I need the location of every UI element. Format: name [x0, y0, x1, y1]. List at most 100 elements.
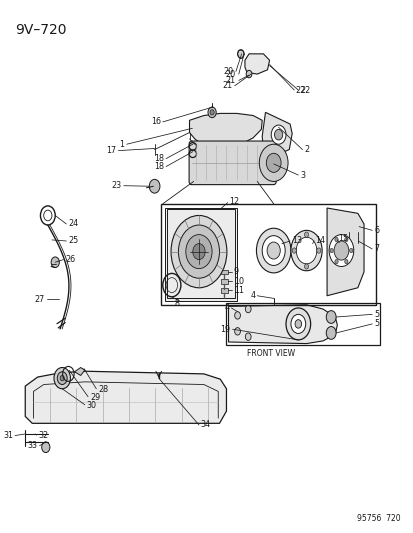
Circle shape: [334, 260, 337, 264]
Circle shape: [290, 314, 305, 334]
Circle shape: [316, 248, 320, 253]
Text: 30: 30: [87, 401, 97, 410]
Text: 33: 33: [28, 441, 38, 450]
Circle shape: [54, 368, 70, 389]
Bar: [160, 204, 375, 305]
Text: 22: 22: [295, 85, 305, 94]
Polygon shape: [347, 216, 359, 251]
Circle shape: [171, 215, 226, 288]
Bar: [221, 270, 227, 274]
Circle shape: [325, 311, 335, 324]
Bar: [221, 279, 227, 284]
Circle shape: [57, 372, 67, 384]
Text: 19: 19: [220, 325, 230, 334]
Text: 9V–720: 9V–720: [15, 23, 66, 37]
Text: 7: 7: [373, 245, 378, 254]
Circle shape: [192, 244, 204, 260]
Circle shape: [333, 241, 348, 260]
Circle shape: [259, 144, 287, 181]
Text: 24: 24: [68, 220, 78, 229]
Circle shape: [178, 225, 219, 278]
Circle shape: [328, 235, 353, 266]
Polygon shape: [244, 54, 269, 74]
Circle shape: [304, 232, 308, 237]
Bar: [221, 288, 227, 293]
Text: 18: 18: [154, 154, 164, 163]
Text: 9: 9: [233, 268, 238, 276]
Text: 4: 4: [224, 303, 229, 312]
Polygon shape: [164, 208, 236, 301]
Text: 16: 16: [150, 117, 160, 126]
Text: 20: 20: [223, 67, 233, 76]
Text: 21: 21: [222, 81, 232, 90]
Circle shape: [209, 110, 214, 115]
Circle shape: [325, 327, 335, 340]
Text: 11: 11: [233, 286, 243, 295]
Text: 8: 8: [174, 299, 179, 308]
Circle shape: [42, 442, 50, 453]
Text: 14: 14: [315, 237, 325, 246]
Text: 23: 23: [112, 181, 121, 190]
Circle shape: [261, 236, 285, 265]
Circle shape: [237, 50, 244, 58]
Circle shape: [234, 312, 240, 319]
Text: 15: 15: [338, 234, 348, 243]
Text: 34: 34: [200, 421, 210, 430]
Circle shape: [304, 264, 308, 269]
Circle shape: [344, 260, 347, 264]
Text: 27: 27: [35, 295, 45, 304]
Circle shape: [256, 228, 290, 273]
Circle shape: [246, 70, 252, 78]
Text: 22: 22: [300, 85, 310, 94]
Circle shape: [285, 308, 310, 340]
FancyBboxPatch shape: [189, 141, 275, 184]
Circle shape: [349, 248, 352, 253]
Text: FRONT VIEW: FRONT VIEW: [247, 349, 294, 358]
Text: 28: 28: [98, 385, 108, 394]
Polygon shape: [189, 114, 261, 147]
Polygon shape: [261, 112, 292, 155]
Circle shape: [51, 257, 59, 268]
Circle shape: [294, 320, 301, 328]
Text: 20: 20: [225, 70, 235, 78]
Text: 31: 31: [3, 431, 13, 440]
Circle shape: [290, 230, 321, 271]
Text: 3: 3: [300, 171, 305, 180]
Polygon shape: [326, 208, 363, 296]
Circle shape: [245, 305, 251, 313]
Polygon shape: [228, 305, 337, 344]
Text: 12: 12: [229, 197, 239, 206]
Text: 18: 18: [154, 162, 164, 171]
Text: 6: 6: [373, 226, 378, 235]
Circle shape: [292, 248, 296, 253]
Text: 29: 29: [90, 393, 100, 402]
Text: 4: 4: [250, 291, 255, 300]
Text: 13: 13: [291, 237, 301, 246]
Text: 26: 26: [65, 255, 75, 264]
Text: 32: 32: [38, 431, 48, 440]
Text: 2: 2: [304, 145, 309, 154]
Text: 21: 21: [225, 76, 235, 85]
Text: 10: 10: [233, 277, 243, 286]
Text: 17: 17: [106, 146, 116, 155]
Circle shape: [245, 333, 251, 341]
Circle shape: [274, 130, 282, 140]
Circle shape: [207, 107, 216, 118]
Circle shape: [266, 154, 280, 172]
Circle shape: [185, 235, 211, 269]
Text: 5: 5: [373, 310, 378, 319]
Circle shape: [296, 237, 316, 264]
Circle shape: [329, 248, 332, 253]
Polygon shape: [74, 368, 85, 375]
Text: 5: 5: [373, 319, 378, 328]
Text: 25: 25: [68, 237, 78, 246]
Circle shape: [149, 179, 159, 193]
Circle shape: [266, 242, 280, 259]
Bar: [226, 303, 380, 345]
Circle shape: [60, 375, 64, 381]
Circle shape: [334, 237, 337, 241]
Text: 95756  720: 95756 720: [356, 514, 400, 523]
Polygon shape: [25, 371, 226, 423]
Circle shape: [344, 237, 347, 241]
Text: 1: 1: [119, 140, 124, 149]
